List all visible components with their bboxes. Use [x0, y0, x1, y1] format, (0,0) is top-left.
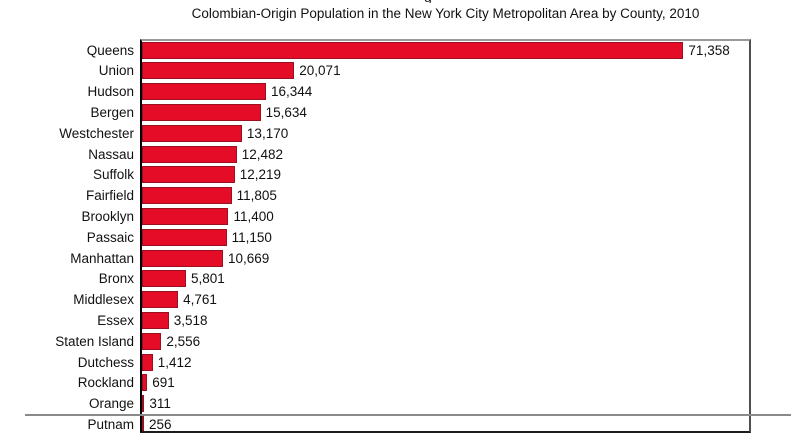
- category-label: Manhattan: [70, 250, 134, 266]
- bar-manhattan: [142, 249, 223, 267]
- category-label: Bronx: [98, 271, 134, 287]
- value-label: 12,482: [241, 146, 283, 162]
- category-axis-labels: Queens Union Hudson Bergen Westchester Nassau…: [0, 0, 134, 438]
- category-label: Hudson: [87, 84, 134, 100]
- value-label: 5,801: [191, 271, 225, 287]
- category-label: Union: [98, 63, 134, 79]
- category-label: Fairfield: [85, 188, 134, 204]
- value-label: 256: [149, 416, 172, 431]
- value-label: 16,344: [271, 84, 313, 100]
- chart-title: Colombian-Origin Population in the New Y…: [191, 6, 700, 21]
- bar-middlesex: [142, 291, 179, 309]
- bar-hudson: [142, 83, 266, 101]
- value-label: 11,805: [236, 188, 277, 204]
- value-label: 10,669: [227, 250, 270, 266]
- truncated-glyph: g: [424, 0, 432, 3]
- value-label: 11,150: [231, 229, 272, 245]
- value-label: 2,556: [166, 333, 201, 349]
- category-label: Suffolk: [92, 167, 134, 183]
- value-label: 1,412: [157, 354, 192, 370]
- category-label: Putnam: [87, 416, 134, 432]
- plot-area: 71,358 20,071 16,344 15,634 13,170 12,482 12,2…: [140, 39, 751, 433]
- bar-bronx: [142, 270, 186, 288]
- truncated-text-above: g: [424, 0, 442, 3]
- bar-queens: [142, 41, 684, 59]
- bar-union: [142, 62, 295, 80]
- bar-nassau: [142, 145, 237, 163]
- value-label: 71,358: [688, 42, 730, 58]
- bar-passaic: [142, 228, 227, 246]
- category-label: Rockland: [77, 375, 134, 391]
- value-label: 13,170: [246, 125, 289, 141]
- category-label: Staten Island: [55, 333, 134, 349]
- category-label: Passaic: [86, 229, 134, 245]
- category-label: Dutchess: [77, 354, 134, 370]
- value-label: 4,761: [183, 292, 217, 308]
- category-label: Bergen: [90, 104, 134, 120]
- bar-westchester: [142, 124, 242, 142]
- value-label: 11,400: [233, 208, 274, 224]
- bar-dutchess: [142, 353, 153, 371]
- value-label: 12,219: [239, 167, 281, 183]
- category-label: Middlesex: [73, 292, 134, 308]
- plot-content: 71,358 20,071 16,344 15,634 13,170 12,482 12,2…: [142, 41, 749, 431]
- category-label: Orange: [88, 396, 134, 412]
- bar-staten-island: [142, 332, 162, 350]
- category-label: Nassau: [88, 146, 134, 162]
- page-separator-line: [25, 414, 791, 416]
- bar-putnam: [142, 415, 144, 431]
- bar-fairfield: [142, 187, 232, 205]
- bar-rockland: [142, 374, 148, 392]
- value-label: 20,071: [299, 63, 341, 79]
- bar-brooklyn: [142, 207, 229, 225]
- bar-bergen: [142, 103, 261, 121]
- bar-orange: [142, 395, 145, 413]
- value-label: 691: [152, 375, 175, 391]
- category-label: Brooklyn: [81, 208, 134, 224]
- value-label: 3,518: [173, 312, 208, 328]
- bar-essex: [142, 311, 169, 329]
- category-label: Westchester: [59, 125, 134, 141]
- value-label: 15,634: [265, 104, 307, 120]
- category-label: Queens: [86, 42, 134, 58]
- value-label: 311: [149, 396, 171, 412]
- bar-suffolk: [142, 166, 235, 184]
- category-label: Essex: [97, 312, 134, 328]
